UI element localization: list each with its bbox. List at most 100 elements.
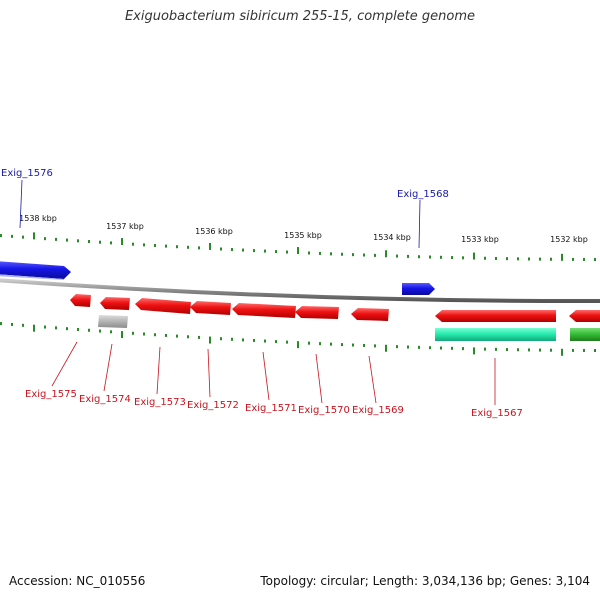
gene-label-exig-1569[interactable]: Exig_1569 xyxy=(352,405,404,416)
gene-exig-1570[interactable] xyxy=(295,306,339,319)
gene-label-exig-1570[interactable]: Exig_1570 xyxy=(298,405,350,416)
minor-tick xyxy=(231,248,233,252)
minor-tick xyxy=(572,257,574,261)
gene-exig-1573[interactable] xyxy=(135,298,191,314)
gene-exig-1575[interactable] xyxy=(70,294,91,307)
accession-text: Accession: NC_010556 xyxy=(9,574,146,588)
gene-reverse-edge[interactable] xyxy=(569,310,600,322)
minor-tick xyxy=(539,348,541,352)
minor-tick xyxy=(275,340,277,344)
tick-label-1538: 1538 kbp xyxy=(19,214,57,223)
minor-tick xyxy=(22,235,24,239)
minor-tick xyxy=(275,250,277,254)
major-tick xyxy=(33,232,35,240)
major-tick xyxy=(297,341,299,349)
major-tick xyxy=(385,250,387,258)
minor-tick xyxy=(132,331,134,335)
gene-exig-1572[interactable] xyxy=(190,301,231,315)
minor-tick xyxy=(198,246,200,250)
minor-tick xyxy=(418,255,420,259)
tick-label-1534: 1534 kbp xyxy=(373,233,411,242)
minor-tick xyxy=(55,326,57,330)
major-tick xyxy=(473,252,475,260)
minor-tick xyxy=(110,330,112,334)
gene-label-exig-1575[interactable]: Exig_1575 xyxy=(25,389,77,400)
minor-tick xyxy=(363,343,365,347)
minor-tick xyxy=(286,340,288,344)
minor-tick xyxy=(440,255,442,259)
minor-tick xyxy=(407,254,409,258)
minor-tick xyxy=(176,245,178,249)
minor-tick xyxy=(110,241,112,245)
gene-exig-1574[interactable] xyxy=(100,297,130,310)
gene-label-exig-1576[interactable]: Exig_1576 xyxy=(1,168,53,179)
minor-tick xyxy=(143,332,145,336)
minor-tick xyxy=(462,347,464,351)
scale-ticks-bottom xyxy=(0,322,596,356)
minor-tick xyxy=(242,338,244,342)
minor-tick xyxy=(484,347,486,351)
minor-tick xyxy=(495,256,497,260)
minor-tick xyxy=(77,327,79,331)
gene-label-exig-1568[interactable]: Exig_1568 xyxy=(397,189,449,200)
minor-tick xyxy=(88,240,90,244)
minor-tick xyxy=(264,249,266,253)
minor-tick xyxy=(165,244,167,248)
minor-tick xyxy=(99,240,101,244)
minor-tick xyxy=(407,345,409,349)
gene-exig-1569[interactable] xyxy=(351,308,389,321)
minor-tick xyxy=(352,253,354,257)
minor-tick xyxy=(165,333,167,337)
gene-exig-1576[interactable] xyxy=(0,261,71,280)
minor-tick xyxy=(484,256,486,260)
major-tick xyxy=(33,324,35,332)
gene-exig-1568[interactable] xyxy=(402,283,435,295)
major-tick xyxy=(209,242,211,250)
major-tick xyxy=(121,331,123,339)
rna-feature-cyan[interactable] xyxy=(435,328,556,341)
rna-feature-green[interactable] xyxy=(570,328,600,341)
minor-tick xyxy=(352,343,354,347)
tick-label-1535: 1535 kbp xyxy=(284,231,322,240)
reverse-leader-lines xyxy=(51,341,496,405)
gene-label-exig-1571[interactable]: Exig_1571 xyxy=(245,403,297,414)
minor-tick xyxy=(176,334,178,338)
pseudogene-feature[interactable] xyxy=(98,315,128,328)
minor-tick xyxy=(429,255,431,259)
minor-tick xyxy=(396,254,398,258)
tick-label-1533: 1533 kbp xyxy=(461,235,499,244)
tick-label-1536: 1536 kbp xyxy=(195,227,233,236)
gene-exig-1571[interactable] xyxy=(232,303,296,318)
minor-tick xyxy=(154,243,156,247)
gene-label-exig-1572[interactable]: Exig_1572 xyxy=(187,400,239,411)
minor-tick xyxy=(462,256,464,260)
minor-tick xyxy=(396,345,398,349)
major-tick xyxy=(561,253,563,261)
minor-tick xyxy=(308,341,310,345)
minor-tick xyxy=(374,253,376,257)
gene-label-exig-1574[interactable]: Exig_1574 xyxy=(79,394,131,405)
minor-tick xyxy=(198,335,200,339)
minor-tick xyxy=(99,329,101,333)
minor-tick xyxy=(231,337,233,341)
minor-tick xyxy=(594,348,596,352)
major-tick xyxy=(561,348,563,356)
minor-tick xyxy=(55,237,57,241)
minor-tick xyxy=(594,257,596,261)
gene-exig-1567[interactable] xyxy=(435,310,556,322)
minor-tick xyxy=(77,239,79,243)
minor-tick xyxy=(440,346,442,350)
minor-tick xyxy=(286,250,288,254)
minor-tick xyxy=(66,327,68,331)
minor-tick xyxy=(187,335,189,339)
minor-tick xyxy=(374,344,376,348)
minor-tick xyxy=(506,257,508,261)
minor-tick xyxy=(517,348,519,352)
minor-tick xyxy=(495,347,497,351)
minor-tick xyxy=(330,342,332,346)
minor-tick xyxy=(0,234,2,238)
gene-label-exig-1567[interactable]: Exig_1567 xyxy=(471,408,523,419)
gene-label-exig-1573[interactable]: Exig_1573 xyxy=(134,397,186,408)
